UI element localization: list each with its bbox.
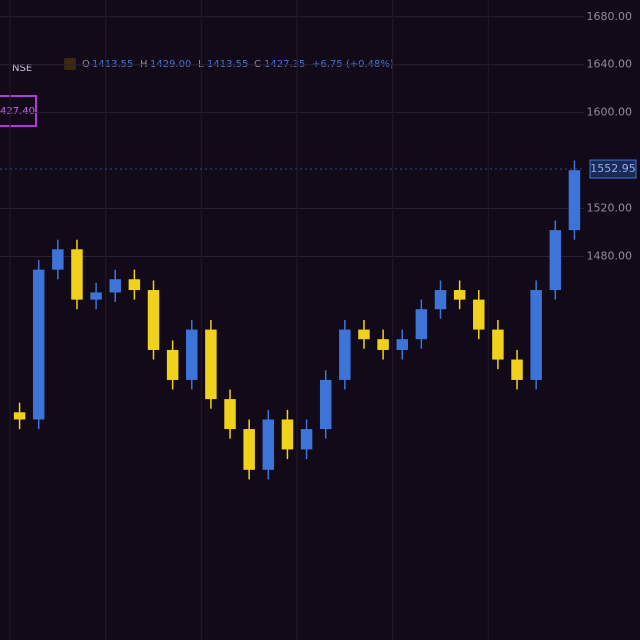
candle-body bbox=[205, 329, 217, 400]
candle-body bbox=[166, 349, 179, 380]
candle-body bbox=[415, 309, 428, 340]
candle-body bbox=[396, 339, 408, 350]
candle-body bbox=[224, 399, 236, 430]
price-box bbox=[0, 95, 37, 127]
candle-body bbox=[473, 299, 485, 330]
candle-body bbox=[109, 279, 121, 293]
candle-body bbox=[453, 290, 466, 300]
candle-body bbox=[281, 419, 294, 450]
price-box-text: 427.40 bbox=[0, 106, 35, 117]
icon bbox=[64, 58, 76, 70]
candle-body bbox=[530, 290, 542, 380]
candle-body bbox=[90, 292, 102, 300]
candle-body bbox=[319, 379, 332, 430]
candle-body bbox=[377, 339, 389, 350]
candle-body bbox=[358, 329, 370, 340]
candle-body bbox=[243, 429, 255, 470]
candle-body bbox=[52, 249, 64, 270]
y-tick-label: 1480.00 bbox=[587, 249, 633, 262]
symbol: NSE bbox=[12, 63, 32, 74]
last-price-label: 1552.95 bbox=[590, 162, 636, 175]
candle-body bbox=[128, 279, 141, 291]
candle-body bbox=[147, 290, 160, 350]
candle-body bbox=[511, 359, 523, 380]
candle-body bbox=[32, 269, 45, 420]
last-price-box bbox=[589, 159, 637, 179]
y-tick-label: 1600.00 bbox=[587, 106, 633, 119]
candle-body bbox=[300, 429, 313, 450]
y-tick-label: 1680.00 bbox=[587, 10, 633, 23]
y-tick-label: 1520.00 bbox=[587, 202, 633, 215]
candle-body bbox=[71, 249, 83, 300]
candle-body bbox=[434, 290, 447, 310]
candle-body bbox=[13, 412, 26, 420]
candle-body bbox=[492, 329, 504, 360]
candle-body bbox=[339, 329, 351, 380]
candle-body bbox=[262, 419, 275, 470]
y-tick-label: 1640.00 bbox=[587, 58, 633, 71]
candle-body bbox=[568, 170, 581, 231]
candle-body bbox=[186, 329, 198, 380]
candle-body bbox=[549, 230, 562, 291]
